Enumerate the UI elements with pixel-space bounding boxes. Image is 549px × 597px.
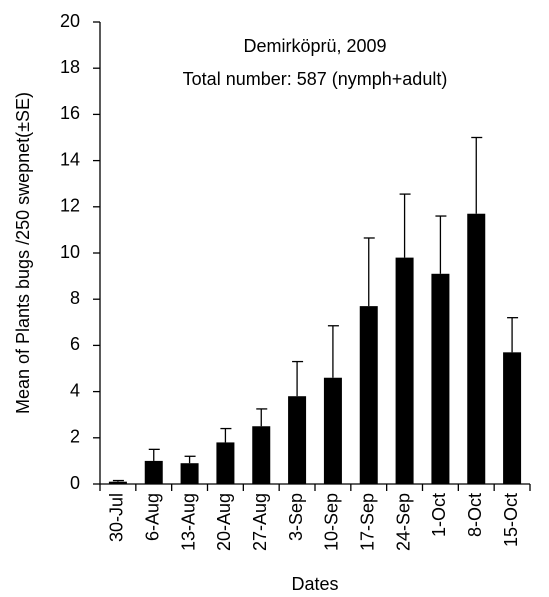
x-tick-label: 3-Sep [286, 493, 306, 541]
bar [467, 213, 486, 485]
y-tick-label: 16 [60, 103, 80, 123]
y-tick-label: 2 [70, 427, 80, 447]
x-tick-label: 13-Aug [178, 493, 198, 551]
x-axis-label: Dates [291, 574, 338, 594]
y-tick-label: 10 [60, 242, 80, 262]
y-tick-label: 4 [70, 380, 80, 400]
x-tick-label: 6-Aug [143, 493, 163, 541]
y-tick-label: 20 [60, 11, 80, 31]
bar [216, 442, 235, 484]
bar [180, 463, 199, 484]
bar [503, 352, 522, 484]
x-tick-label: 17-Sep [358, 493, 378, 551]
annotation: Demirköprü, 2009 [243, 36, 386, 56]
annotation: Total number: 587 (nymph+adult) [183, 69, 448, 89]
x-tick-label: 27-Aug [250, 493, 270, 551]
bar [144, 460, 163, 484]
bar [252, 426, 271, 484]
x-tick-label: 1-Oct [429, 493, 449, 537]
x-tick-label: 8-Oct [465, 493, 485, 537]
y-tick-label: 0 [70, 473, 80, 493]
x-tick-label: 20-Aug [214, 493, 234, 551]
bar [431, 273, 450, 484]
bar [395, 257, 414, 484]
x-tick-label: 10-Sep [322, 493, 342, 551]
y-tick-label: 12 [60, 196, 80, 216]
bar [323, 377, 342, 484]
bar [108, 481, 127, 484]
y-tick-label: 6 [70, 334, 80, 354]
y-axis-label: Mean of Plants bugs /250 swepnet(±SE) [13, 92, 33, 414]
y-tick-label: 8 [70, 288, 80, 308]
x-tick-label: 15-Oct [501, 493, 521, 547]
x-tick-label: 24-Sep [393, 493, 413, 551]
y-tick-label: 14 [60, 149, 80, 169]
y-tick-label: 18 [60, 57, 80, 77]
bar [359, 306, 378, 484]
bar [288, 396, 307, 484]
x-tick-label: 30-Jul [107, 493, 127, 542]
